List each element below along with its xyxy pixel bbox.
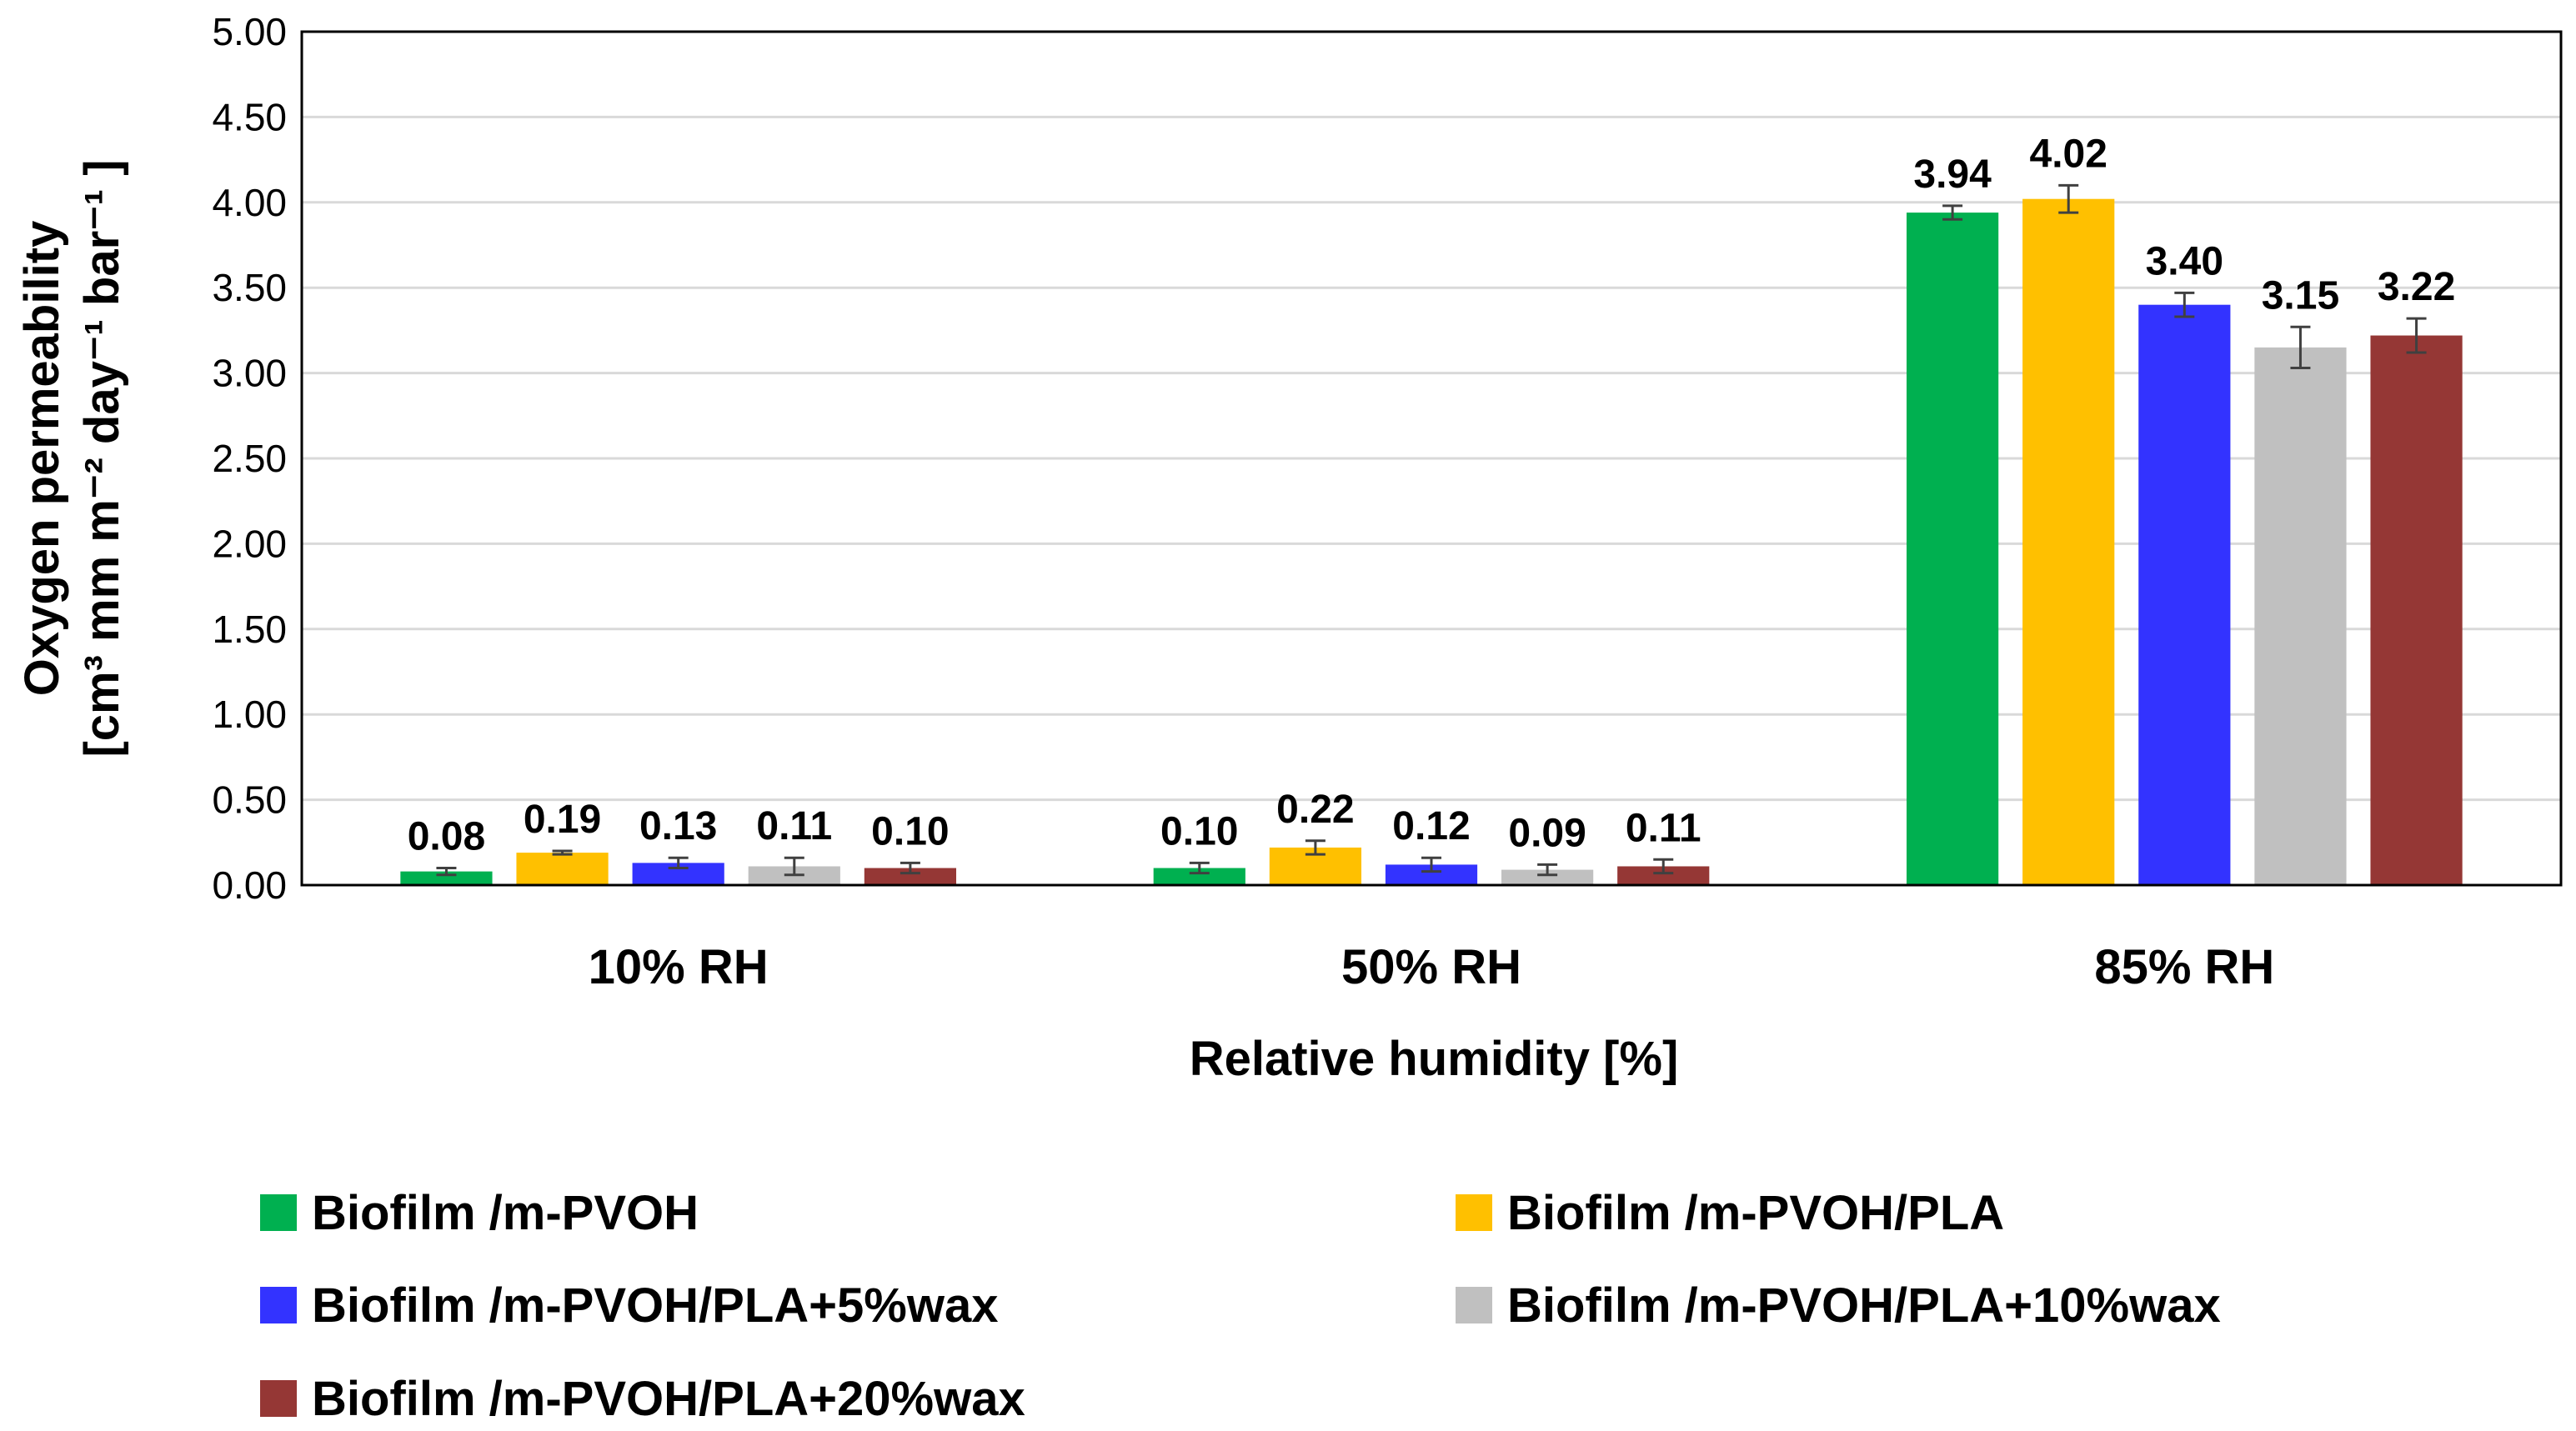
- y-tick-label: 1.50: [212, 608, 287, 651]
- y-tick-label: 2.00: [212, 522, 287, 565]
- y-tick-label: 3.00: [212, 352, 287, 395]
- legend-label: Biofilm /m-PVOH/PLA: [1507, 1186, 2004, 1240]
- y-axis-title: Oxygen permeability [cm³ mm m⁻² day⁻¹ ba…: [15, 159, 129, 757]
- legend-label: Biofilm /m-PVOH/PLA+20%wax: [312, 1372, 1025, 1426]
- plot-frame: [300, 30, 2563, 887]
- bar: [2254, 347, 2347, 885]
- legend-swatch: [1456, 1194, 1492, 1231]
- legend-swatch: [260, 1380, 297, 1417]
- data-label: 3.94: [1913, 153, 1992, 197]
- bar: [2022, 198, 2115, 886]
- data-label: 0.10: [871, 809, 949, 853]
- data-label: 3.40: [2146, 239, 2223, 283]
- bar: [2138, 304, 2231, 885]
- y-tick-label: 4.00: [212, 181, 287, 224]
- y-axis-title-line1: Oxygen permeability: [15, 221, 69, 697]
- legend-label: Biofilm /m-PVOH/PLA+5%wax: [312, 1278, 998, 1333]
- data-label: 0.13: [639, 804, 717, 848]
- y-tick-label: 1.00: [212, 693, 287, 736]
- y-tick-label: 4.50: [212, 95, 287, 138]
- x-tick-label: 50% RH: [1341, 940, 1521, 994]
- bar: [400, 871, 493, 885]
- data-label: 0.10: [1160, 809, 1238, 853]
- bar: [516, 853, 609, 885]
- data-label: 0.12: [1392, 804, 1470, 848]
- axes: [300, 30, 2563, 887]
- y-tick-label: 0.00: [212, 863, 287, 907]
- bar: [1501, 869, 1594, 885]
- bar: [1907, 213, 1999, 885]
- bar: [864, 868, 956, 885]
- y-tick-label: 0.50: [212, 778, 287, 822]
- y-tick-label: 5.00: [212, 10, 287, 53]
- x-tick-label: 85% RH: [2094, 940, 2274, 994]
- legend-swatch: [1456, 1287, 1492, 1323]
- legend-swatch: [260, 1194, 297, 1231]
- data-label: 0.08: [408, 815, 485, 859]
- data-label: 3.15: [2262, 273, 2339, 318]
- data-label: 0.11: [1626, 806, 1701, 850]
- legend-label: Biofilm /m-PVOH: [312, 1186, 699, 1240]
- bar: [1617, 866, 1710, 885]
- y-tick-label: 3.50: [212, 266, 287, 309]
- data-label: 4.02: [2030, 132, 2107, 176]
- data-label: 3.22: [2378, 265, 2455, 309]
- bars: [400, 183, 2463, 886]
- legend-swatch: [260, 1287, 297, 1323]
- legend: Biofilm /m-PVOH Biofilm /m-PVOH/PLA Biofil…: [260, 1186, 2221, 1426]
- x-tick-label: 10% RH: [589, 940, 769, 994]
- data-label: 0.22: [1276, 788, 1354, 832]
- y-axis-title-line2: [cm³ mm m⁻² day⁻¹ bar⁻¹ ]: [75, 159, 129, 757]
- bar: [1153, 868, 1245, 885]
- y-tick-label: 2.50: [212, 437, 287, 480]
- data-label: 0.09: [1508, 811, 1586, 855]
- labels: 0.00 0.50 1.00 1.50 2.00 2.50 3.00 3.50 4.00 4.50…: [212, 10, 2455, 994]
- legend-label: Biofilm /m-PVOH/PLA+10%wax: [1507, 1278, 2221, 1333]
- bar: [2370, 335, 2463, 885]
- data-label: 0.11: [756, 804, 832, 848]
- data-label: 0.19: [524, 798, 601, 842]
- x-axis-title: Relative humidity [%]: [1190, 1032, 1679, 1086]
